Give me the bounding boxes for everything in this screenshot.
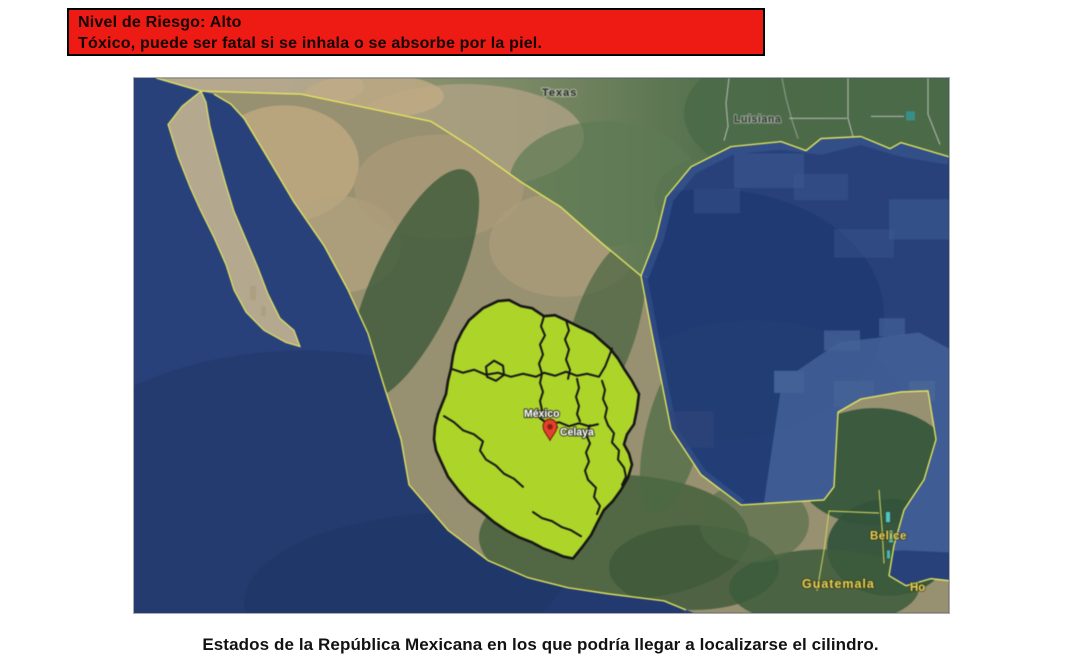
state-borders xyxy=(443,315,627,538)
risk-description-text: Tóxico, puede ser fatal si se inhala o s… xyxy=(78,35,543,52)
celaya-pin-icon xyxy=(542,418,558,442)
reef-patches xyxy=(886,111,915,559)
map-label-mexico-city: México xyxy=(524,408,560,420)
highlighted-states xyxy=(432,298,641,560)
map-label-celaya: Celaya xyxy=(560,426,594,438)
map-label-belice: Belice xyxy=(870,530,907,542)
risk-banner: Nivel de Riesgo: Alto Tóxico, puede ser … xyxy=(67,8,765,56)
map-label-honduras: Ho xyxy=(910,582,925,594)
satellite-map-svg: Texas Luisiana México Celaya Belice Guat… xyxy=(134,78,949,613)
map-label-texas: Texas xyxy=(542,87,577,99)
risk-level-text: Nivel de Riesgo: Alto xyxy=(78,14,242,31)
map-label-luisiana: Luisiana xyxy=(734,113,781,125)
baja-california xyxy=(167,90,301,348)
map-caption: Estados de la República Mexicana en los … xyxy=(202,635,879,654)
coastlines xyxy=(155,78,949,611)
map-label-guatemala: Guatemala xyxy=(802,577,875,591)
us-state-borders xyxy=(723,78,941,145)
satellite-map: Texas Luisiana México Celaya Belice Guat… xyxy=(133,77,950,614)
